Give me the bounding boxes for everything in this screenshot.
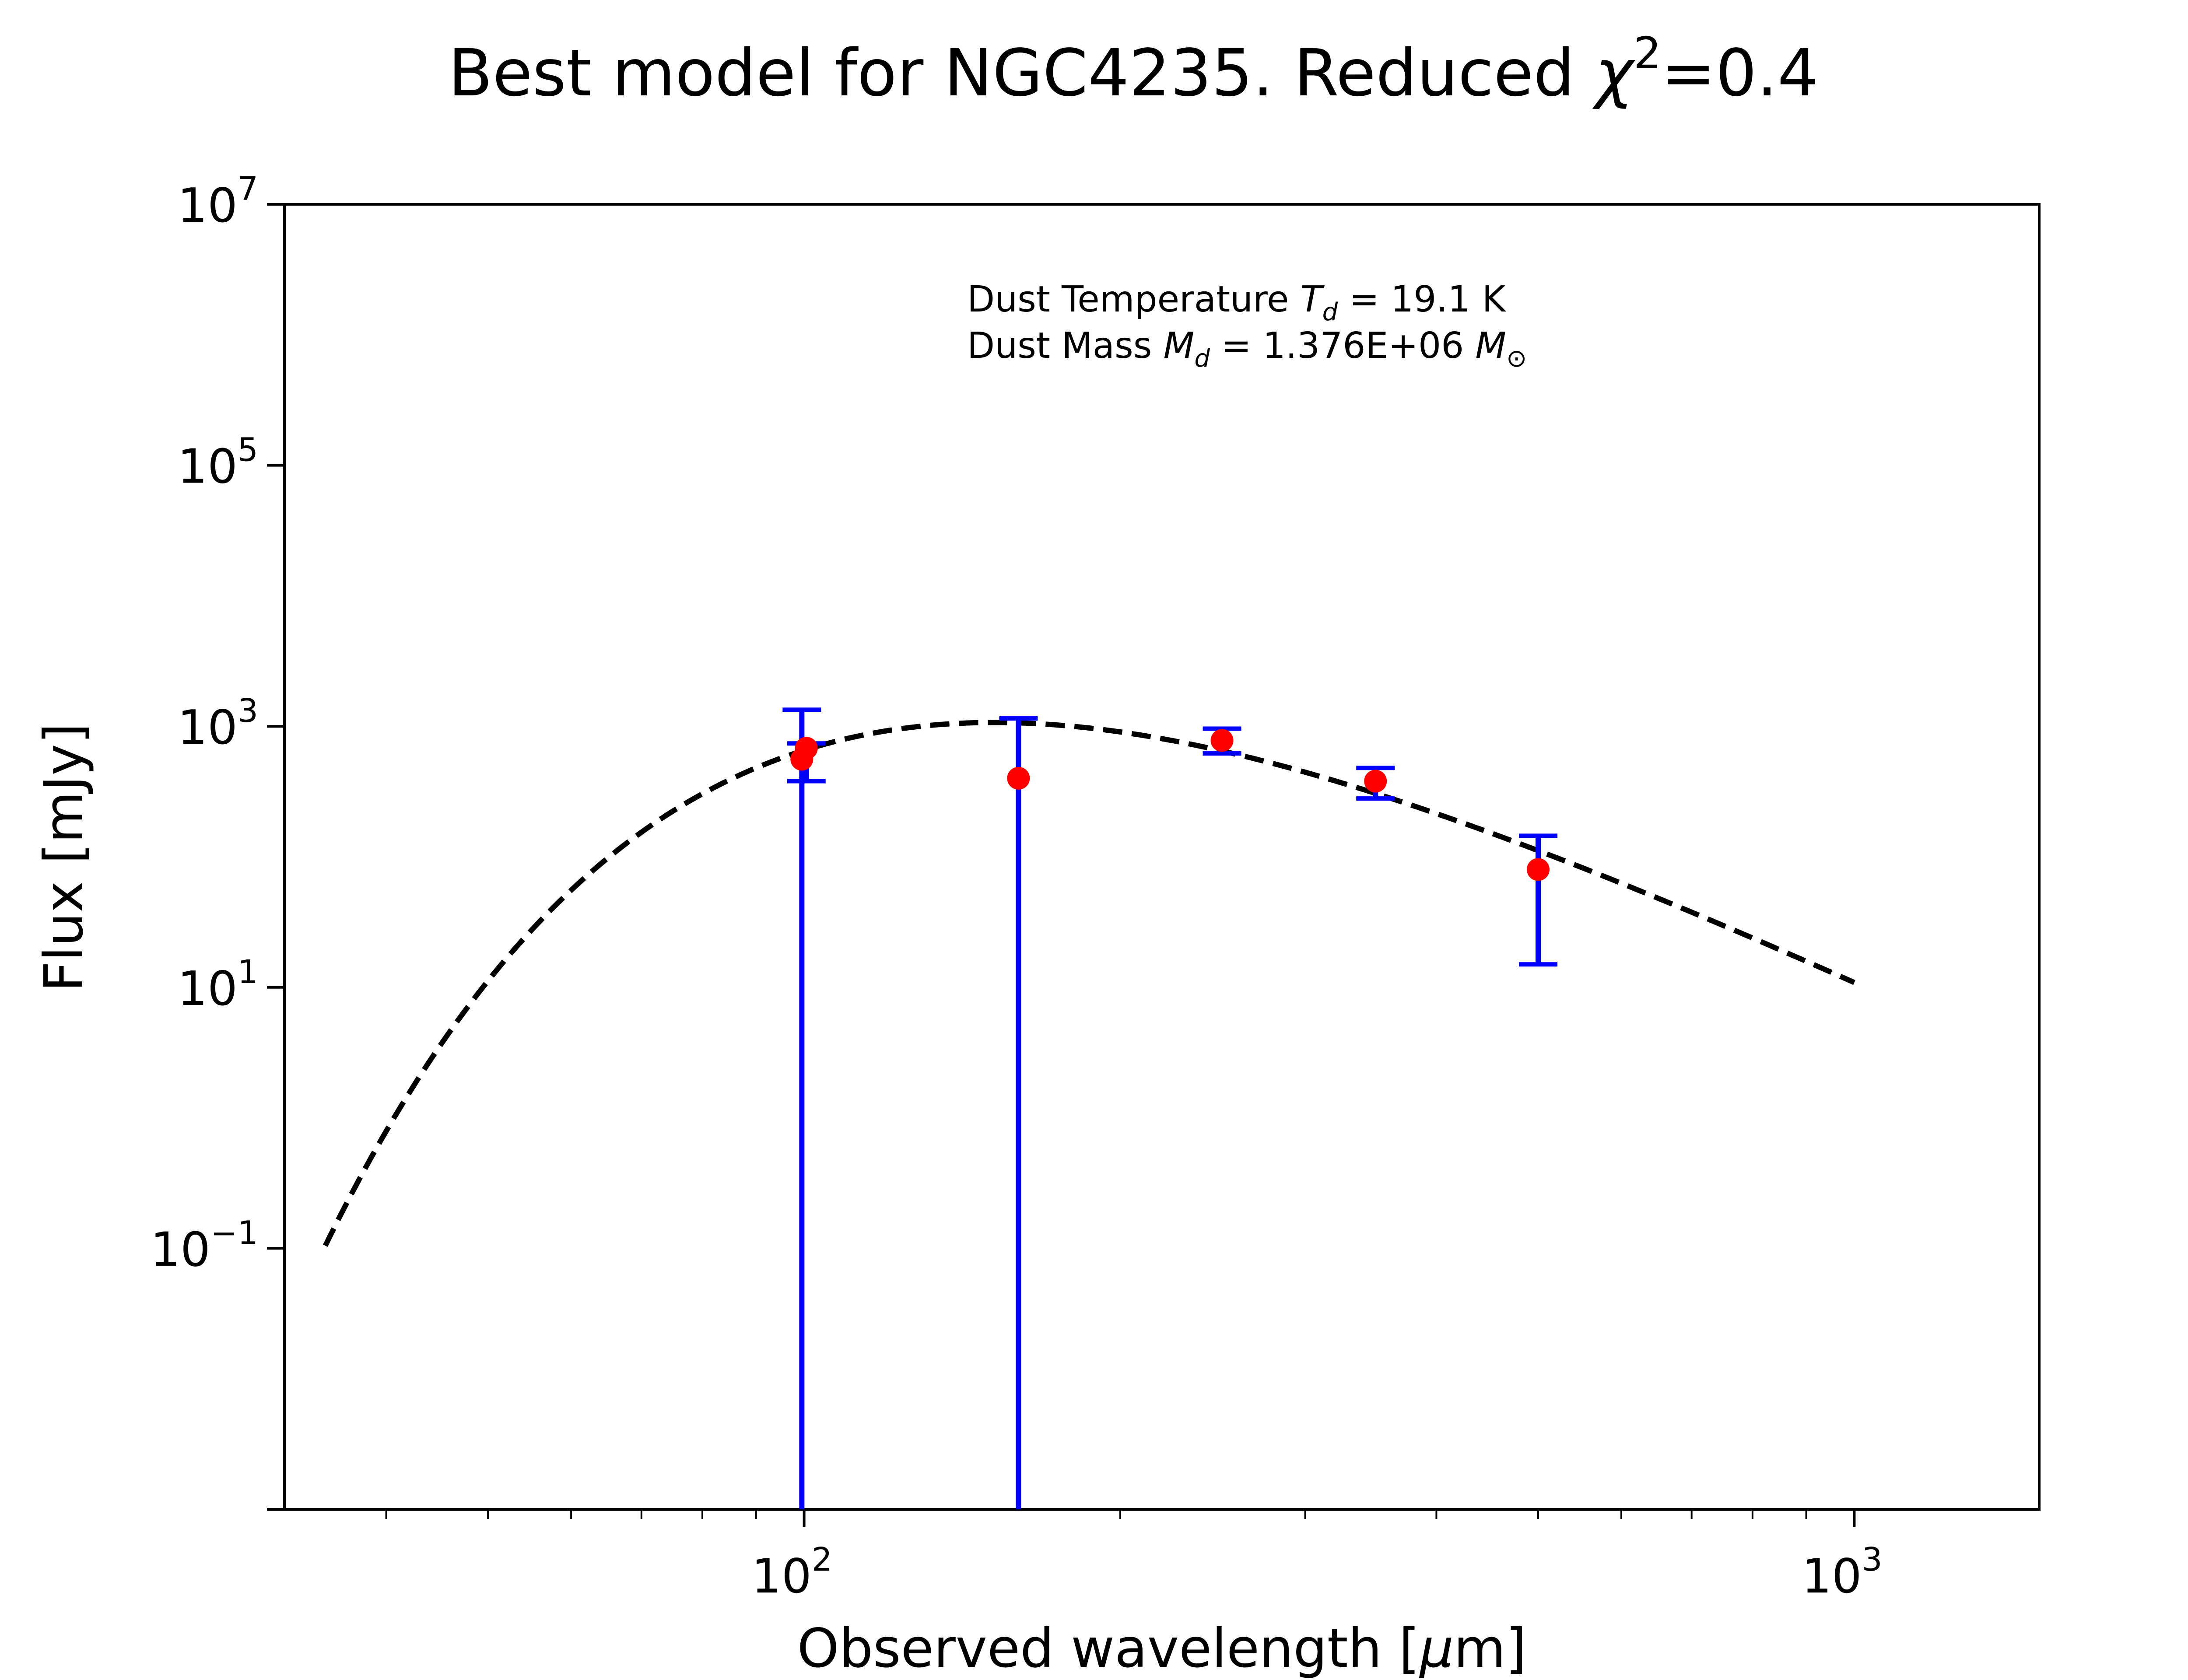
y-tick-label-4: 107 — [177, 170, 258, 233]
annotation-mass-unit-symbol: M — [1475, 325, 1506, 367]
annotation-temp-prefix: Dust Temperature — [967, 279, 1301, 320]
error-bars — [782, 707, 1557, 1509]
annotation-mass-symbol: M — [1164, 325, 1195, 367]
y-tick-exp-0: −1 — [210, 1214, 258, 1252]
annotation-mass-unit-sub: ⊙ — [1506, 344, 1527, 373]
model-curve — [323, 720, 1855, 1247]
x-axis-ticks: 102 103 — [385, 1509, 1883, 1604]
data-point-3 — [1210, 729, 1234, 752]
annotation-mass-sub: d — [1194, 344, 1210, 373]
plot-frame — [283, 203, 2041, 1511]
chart-title: Best model for NGC4235. Reduced χ2=0.4 — [448, 28, 1819, 111]
x-axis-label-prefix: Observed wavelength [ — [797, 1617, 1420, 1680]
x-tick-base-0: 10 — [751, 1549, 811, 1604]
y-tick-exp-3: 5 — [238, 431, 258, 469]
x-axis-label-suffix: m] — [1454, 1617, 1526, 1680]
annotation-temperature: Dust Temperature Td = 19.1 K — [967, 279, 1507, 326]
y-tick-exp-2: 3 — [238, 692, 258, 730]
annotation-mass-value: = 1.376E+06 — [1210, 325, 1476, 367]
title-prefix: Best model for NGC4235. Reduced — [448, 35, 1595, 111]
y-tick-base-2: 10 — [177, 700, 237, 755]
y-tick-label-0: 10−1 — [150, 1214, 258, 1277]
data-point-4 — [1364, 770, 1387, 793]
annotation-temp-sub: d — [1322, 298, 1338, 326]
x-axis-label-mu: μ — [1419, 1617, 1454, 1680]
y-tick-base-0: 10 — [150, 1222, 210, 1277]
y-axis-label: Flux [mJy] — [33, 723, 95, 992]
data-point-2 — [1007, 766, 1030, 790]
x-tick-base-1: 10 — [1802, 1549, 1862, 1604]
title-chi-exponent: 2 — [1634, 28, 1662, 79]
y-tick-label-2: 103 — [177, 692, 258, 755]
annotation-temp-symbol: T — [1301, 279, 1325, 320]
x-tick-exp-1: 3 — [1862, 1541, 1883, 1578]
x-tick-label-1: 103 — [1802, 1541, 1883, 1604]
y-tick-exp-1: 1 — [238, 953, 258, 991]
y-tick-exp-4: 7 — [238, 170, 258, 208]
x-axis-label: Observed wavelength [μm] — [797, 1617, 1527, 1680]
annotation-mass: Dust Mass Md = 1.376E+06 M⊙ — [967, 325, 1527, 373]
y-tick-label-1: 101 — [177, 953, 258, 1016]
title-suffix: =0.4 — [1661, 35, 1818, 111]
x-tick-exp-0: 2 — [812, 1541, 832, 1578]
data-point-5 — [1526, 858, 1550, 881]
data-points — [790, 729, 1550, 881]
y-tick-base-1: 10 — [177, 962, 237, 1016]
title-chi-symbol: χ — [1592, 35, 1636, 111]
y-tick-base-3: 10 — [177, 440, 237, 494]
y-tick-label-3: 105 — [177, 431, 258, 494]
annotation-temp-value: = 19.1 K — [1338, 279, 1506, 320]
data-point-1 — [795, 737, 818, 760]
y-tick-base-4: 10 — [177, 178, 237, 233]
x-tick-label-0: 102 — [751, 1541, 832, 1604]
annotation-mass-prefix: Dust Mass — [967, 325, 1164, 367]
